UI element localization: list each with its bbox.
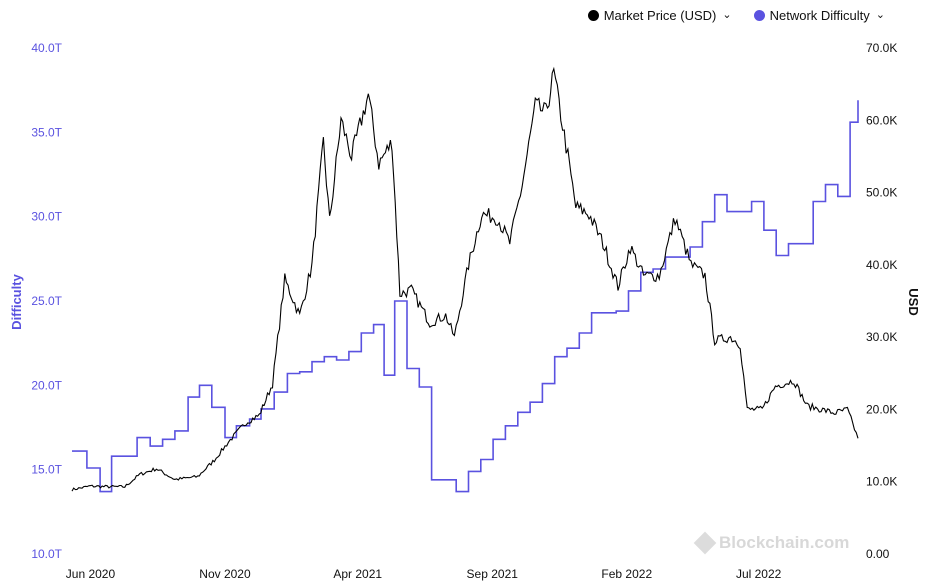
price-series-line	[71, 66, 859, 492]
legend-item-difficulty[interactable]: Network Difficulty ⌄	[753, 8, 885, 23]
left-axis-tick-label: 15.0T	[31, 463, 62, 477]
x-axis-tick-label: Jul 2022	[736, 567, 782, 581]
x-axis-ticks: Jun 2020 Nov 2020 Apr 2021 Sep 2021 Feb 2022…	[66, 567, 782, 581]
right-axis-tick-label: 0.00	[866, 547, 890, 561]
chart-legend: Market Price (USD) ⌄ Network Difficulty …	[587, 8, 885, 23]
left-axis-tick-label: 20.0T	[31, 378, 62, 392]
legend-difficulty-label: Network Difficulty	[769, 8, 870, 23]
x-axis-tick-label: Jun 2020	[66, 567, 116, 581]
right-axis-tick-label: 60.0K	[866, 113, 897, 127]
difficulty-series-swatch	[753, 10, 765, 21]
watermark: Blockchain.com	[693, 531, 850, 555]
right-axis-tick-label: 30.0K	[866, 330, 897, 344]
difficulty-series-line	[72, 100, 859, 493]
right-axis-tick-label: 20.0K	[866, 402, 897, 416]
left-axis-title: Difficulty	[9, 273, 24, 329]
blockchain-logo-icon	[693, 531, 717, 555]
x-axis-tick-label: Sep 2021	[467, 567, 519, 581]
x-axis-tick-label: Apr 2021	[333, 567, 382, 581]
x-axis-tick-label: Feb 2022	[601, 567, 652, 581]
right-axis-tick-label: 40.0K	[866, 258, 897, 272]
chevron-down-icon: ⌄	[875, 9, 885, 21]
price-series-swatch	[587, 10, 599, 21]
right-axis-title: USD	[906, 288, 921, 315]
legend-price-label: Market Price (USD)	[603, 8, 717, 23]
left-axis-ticks: 10.0T 15.0T 20.0T 25.0T 30.0T 35.0T 40.0T	[31, 41, 62, 561]
right-axis-ticks: 0.00 10.0K 20.0K 30.0K 40.0K 50.0K 60.0K 70.0K	[866, 41, 897, 561]
left-axis-tick-label: 25.0T	[31, 294, 62, 308]
chevron-down-icon: ⌄	[722, 9, 732, 21]
left-axis-tick-label: 30.0T	[31, 210, 62, 224]
left-axis-tick-label: 35.0T	[31, 125, 62, 139]
left-axis-tick-label: 10.0T	[31, 547, 62, 561]
right-axis-tick-label: 50.0K	[866, 186, 897, 200]
right-axis-tick-label: 10.0K	[866, 475, 897, 489]
x-axis-tick-label: Nov 2020	[199, 567, 251, 581]
right-axis-tick-label: 70.0K	[866, 41, 897, 55]
left-axis-tick-label: 40.0T	[31, 41, 62, 55]
legend-item-price[interactable]: Market Price (USD) ⌄	[587, 8, 732, 23]
watermark-text: Blockchain.com	[719, 533, 850, 552]
